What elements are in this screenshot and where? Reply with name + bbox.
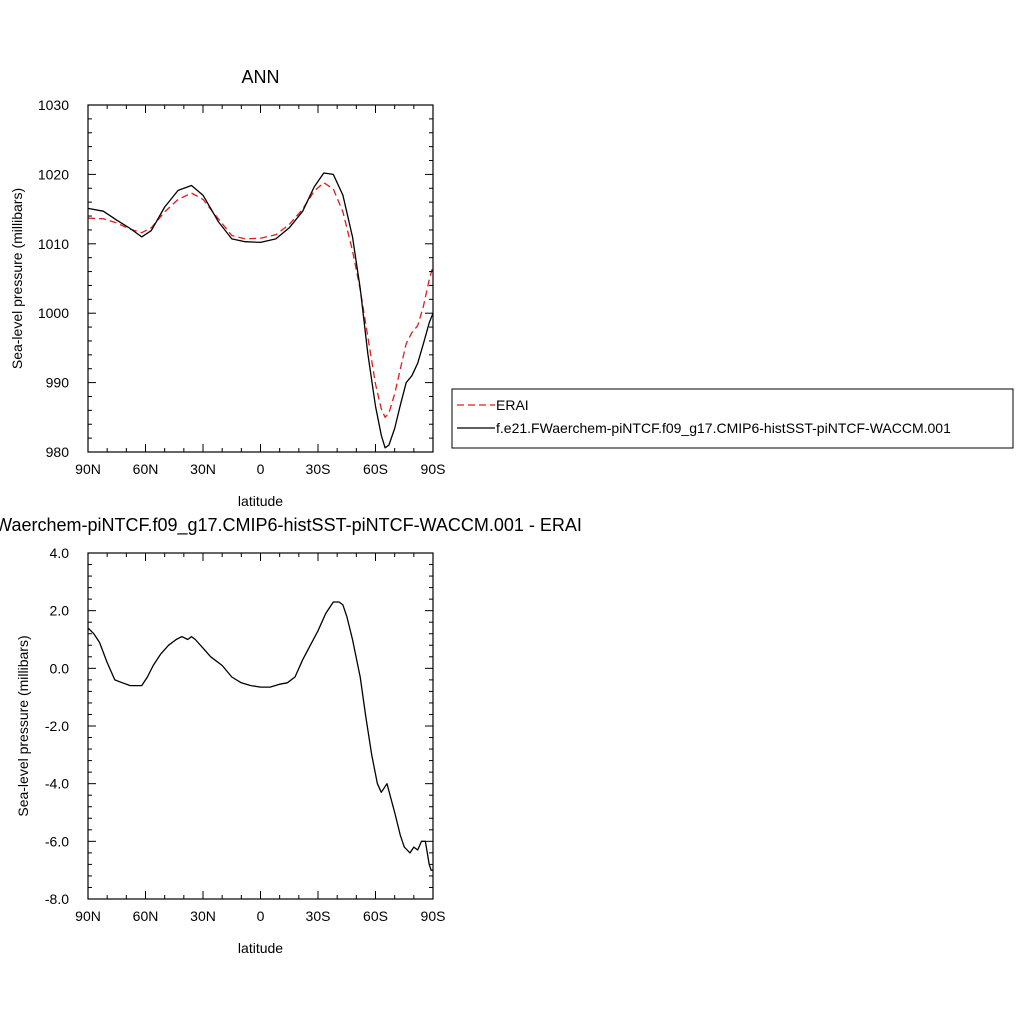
legend-entry: ERAI <box>496 397 529 413</box>
chart-panel-2: f.e21.FWaerchem-piNTCF.f09_g17.CMIP6-his… <box>0 515 582 956</box>
plot-frame <box>87 552 434 900</box>
y-tick-label: -8.0 <box>45 891 69 907</box>
legend: ERAI f.e21.FWaerchem-piNTCF.f09_g17.CMIP6… <box>451 388 1014 449</box>
x-axis-label: latitude <box>238 493 283 509</box>
y-tick-label: 0.0 <box>50 660 70 676</box>
x-tick-label: 90N <box>75 908 101 924</box>
y-tick-label: 1010 <box>38 236 69 252</box>
plot-frame <box>87 104 434 453</box>
series-line-difference <box>87 601 433 871</box>
y-axis-label: Sea-level pressure (millibars) <box>9 188 25 369</box>
x-tick-label: 90S <box>421 461 446 477</box>
x-tick-label: 0 <box>257 908 265 924</box>
x-tick-label: 90N <box>75 461 101 477</box>
x-tick-label: 60N <box>133 461 159 477</box>
x-tick-label: 60N <box>133 908 159 924</box>
y-tick-label: -6.0 <box>45 833 69 849</box>
y-axis-label: Sea-level pressure (millibars) <box>15 635 31 816</box>
x-tick-label: 0 <box>257 461 265 477</box>
y-tick-label: 1030 <box>38 97 69 113</box>
y-tick-label: 4.0 <box>50 545 70 561</box>
y-tick-label: 1020 <box>38 166 69 182</box>
chart-panel-1: ANN 90N 60N 30N 0 30S 60S 90S 980 990 1000 1010 1020… <box>9 67 1014 509</box>
x-tick-label: 30N <box>190 461 216 477</box>
x-tick-label: 90S <box>421 908 446 924</box>
series-line-erai <box>87 182 434 418</box>
y-tick-label: 990 <box>46 375 70 391</box>
y-tick-label: -4.0 <box>45 776 69 792</box>
x-axis-label: latitude <box>238 940 283 956</box>
legend-box <box>451 388 1014 449</box>
x-tick-label: 60S <box>363 461 388 477</box>
x-tick-label: 30N <box>190 908 216 924</box>
y-tick-label: -2.0 <box>45 718 69 734</box>
series-line-f <box>87 172 434 449</box>
y-tick-label: 1000 <box>38 305 69 321</box>
x-tick-label: 60S <box>363 908 388 924</box>
chart-title: f.e21.FWaerchem-piNTCF.f09_g17.CMIP6-his… <box>0 515 582 536</box>
x-tick-label: 30S <box>306 908 331 924</box>
chart-title: ANN <box>241 67 279 87</box>
y-tick-label: 980 <box>46 444 70 460</box>
y-tick-label: 2.0 <box>50 603 70 619</box>
legend-entry: f.e21.FWaerchem-piNTCF.f09_g17.CMIP6-his… <box>496 420 951 436</box>
x-tick-label: 30S <box>306 461 331 477</box>
